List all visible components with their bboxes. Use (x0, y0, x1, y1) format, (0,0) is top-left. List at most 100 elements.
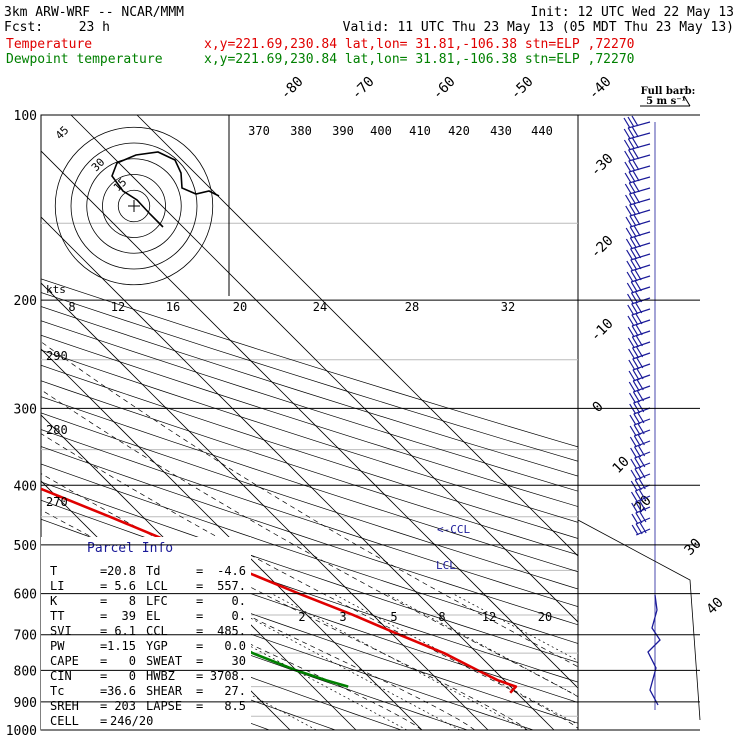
wind-barb-flag (628, 381, 636, 393)
parcel-eq: = (100, 624, 107, 638)
wind-barb-flag (639, 500, 647, 512)
wind-barb (626, 247, 651, 261)
wind-barb-flag (623, 139, 631, 151)
parcel-info-box: Parcel Info T = 20.8 Td = -4.6LI = 5.6 LCL = 557.K… (41, 537, 251, 730)
theta-side-label: 280 (46, 423, 68, 437)
wind-barb-shaft (632, 374, 651, 382)
wind-barb-flag (628, 182, 636, 194)
parcel-label: SHEAR (146, 684, 183, 698)
parcel-label: T (50, 564, 57, 578)
parcel-eq: = (196, 639, 203, 653)
parcel-value: 20.8 (107, 564, 136, 578)
isotherm-label: 30 (682, 536, 705, 559)
wind-barb-shaft (634, 462, 651, 470)
parcel-label: SVI (50, 624, 72, 638)
hodograph-ring (117, 189, 151, 223)
parcel-label: Td (146, 564, 160, 578)
wind-barb (627, 324, 651, 338)
parcel-value: 0 (129, 654, 136, 668)
wind-barb-shaft (635, 528, 651, 536)
wind-barb-flag (637, 434, 645, 446)
parcel-label: K (50, 594, 58, 608)
wind-barb-flag (624, 172, 632, 184)
wind-barb-shaft (633, 418, 651, 426)
wind-barb-flag (629, 193, 637, 205)
wind-barb-flag (631, 314, 639, 326)
parcel-label: EL (146, 609, 160, 623)
wind-barb (630, 456, 651, 470)
parcel-eq: = (196, 684, 203, 698)
wind-barb-flag (638, 456, 646, 468)
isotherm-line (136, 115, 578, 557)
wind-barb-flag (628, 171, 636, 183)
wind-barb-shaft (634, 451, 651, 459)
pressure-tick-label: 400 (14, 479, 37, 494)
wind-barb-flag (634, 258, 642, 270)
wind-barb (625, 203, 651, 217)
wind-barb-flag (627, 127, 635, 139)
wind-barb (627, 302, 651, 316)
wind-barbs (577, 115, 701, 721)
wind-barb-flag (635, 512, 643, 524)
dry-adiabat (41, 292, 578, 462)
hodograph-rings (54, 126, 214, 286)
isotherm-label: 10 (610, 454, 633, 477)
isotherm-label: -40 (586, 74, 615, 103)
wind-barb-shaft (628, 165, 651, 173)
wind-barb-flag (635, 302, 643, 314)
parcel-value: 0.0 (224, 639, 246, 653)
init-time: Init: 12 UTC Wed 22 May 13 (531, 5, 735, 20)
wind-barb-shaft (634, 473, 651, 481)
wind-barb-flag (629, 237, 637, 249)
wind-barb-flag (637, 412, 645, 424)
lcl-annotation: LCL (436, 559, 456, 572)
parcel-label: TT (50, 609, 64, 623)
wind-barb-shaft (629, 198, 651, 206)
parcel-eq: = (196, 564, 203, 578)
wind-barb (629, 434, 651, 448)
wind-barb-shaft (628, 176, 651, 184)
wind-barb-flag (624, 183, 632, 195)
parcel-label: CCL (146, 624, 168, 638)
parcel-value: 485. (217, 624, 246, 638)
valid-time: Valid: 11 UTC Thu 23 May 13 (05 MDT Thu … (343, 20, 734, 35)
parcel-eq: = (196, 624, 203, 638)
wind-barb-flag (637, 401, 645, 413)
theta-label: 380 (290, 124, 312, 138)
isotherm-label: -30 (588, 151, 617, 180)
parcel-label: CAPE (50, 654, 79, 668)
wind-barb-flag (628, 149, 636, 161)
dry-adiabat (41, 320, 578, 492)
wind-barb-flag (631, 325, 639, 337)
parcel-eq: = (100, 594, 107, 608)
parcel-label: CELL (50, 714, 79, 728)
parcel-value: 39 (122, 609, 136, 623)
wind-barb-shaft (628, 154, 651, 162)
wind-barb-flag (630, 248, 638, 260)
wind-barb-flag (632, 380, 640, 392)
wind-barb-shaft (628, 143, 651, 151)
wind-barb-flag (636, 379, 644, 391)
parcel-label: HWBZ (146, 669, 175, 683)
wind-barb (624, 181, 651, 195)
parcel-label: CIN (50, 669, 72, 683)
mixing-ratio-label: 12 (482, 610, 496, 624)
wind-barb-flag (636, 368, 644, 380)
temperature-location: x,y=221.69,230.84 lat,lon= 31.81,-106.38… (204, 37, 634, 52)
wind-barb-flag (632, 391, 641, 403)
isotherm-label: -60 (430, 74, 459, 103)
wind-barb-flag (632, 347, 640, 359)
isotherm-line (41, 216, 555, 730)
temperature-legend: Temperature (6, 37, 92, 52)
isotherm-label: -50 (508, 74, 537, 103)
barb-key-flag (683, 95, 691, 107)
hodograph-ring-label: 45 (53, 124, 72, 143)
wind-barb-flag (634, 280, 642, 292)
wind-barb-flag (634, 490, 642, 502)
theta-label: 390 (332, 124, 354, 138)
pressure-tick-label: 200 (14, 294, 37, 309)
isotherm-label: 40 (704, 595, 727, 618)
hodograph-speed-label: 28 (405, 300, 419, 314)
